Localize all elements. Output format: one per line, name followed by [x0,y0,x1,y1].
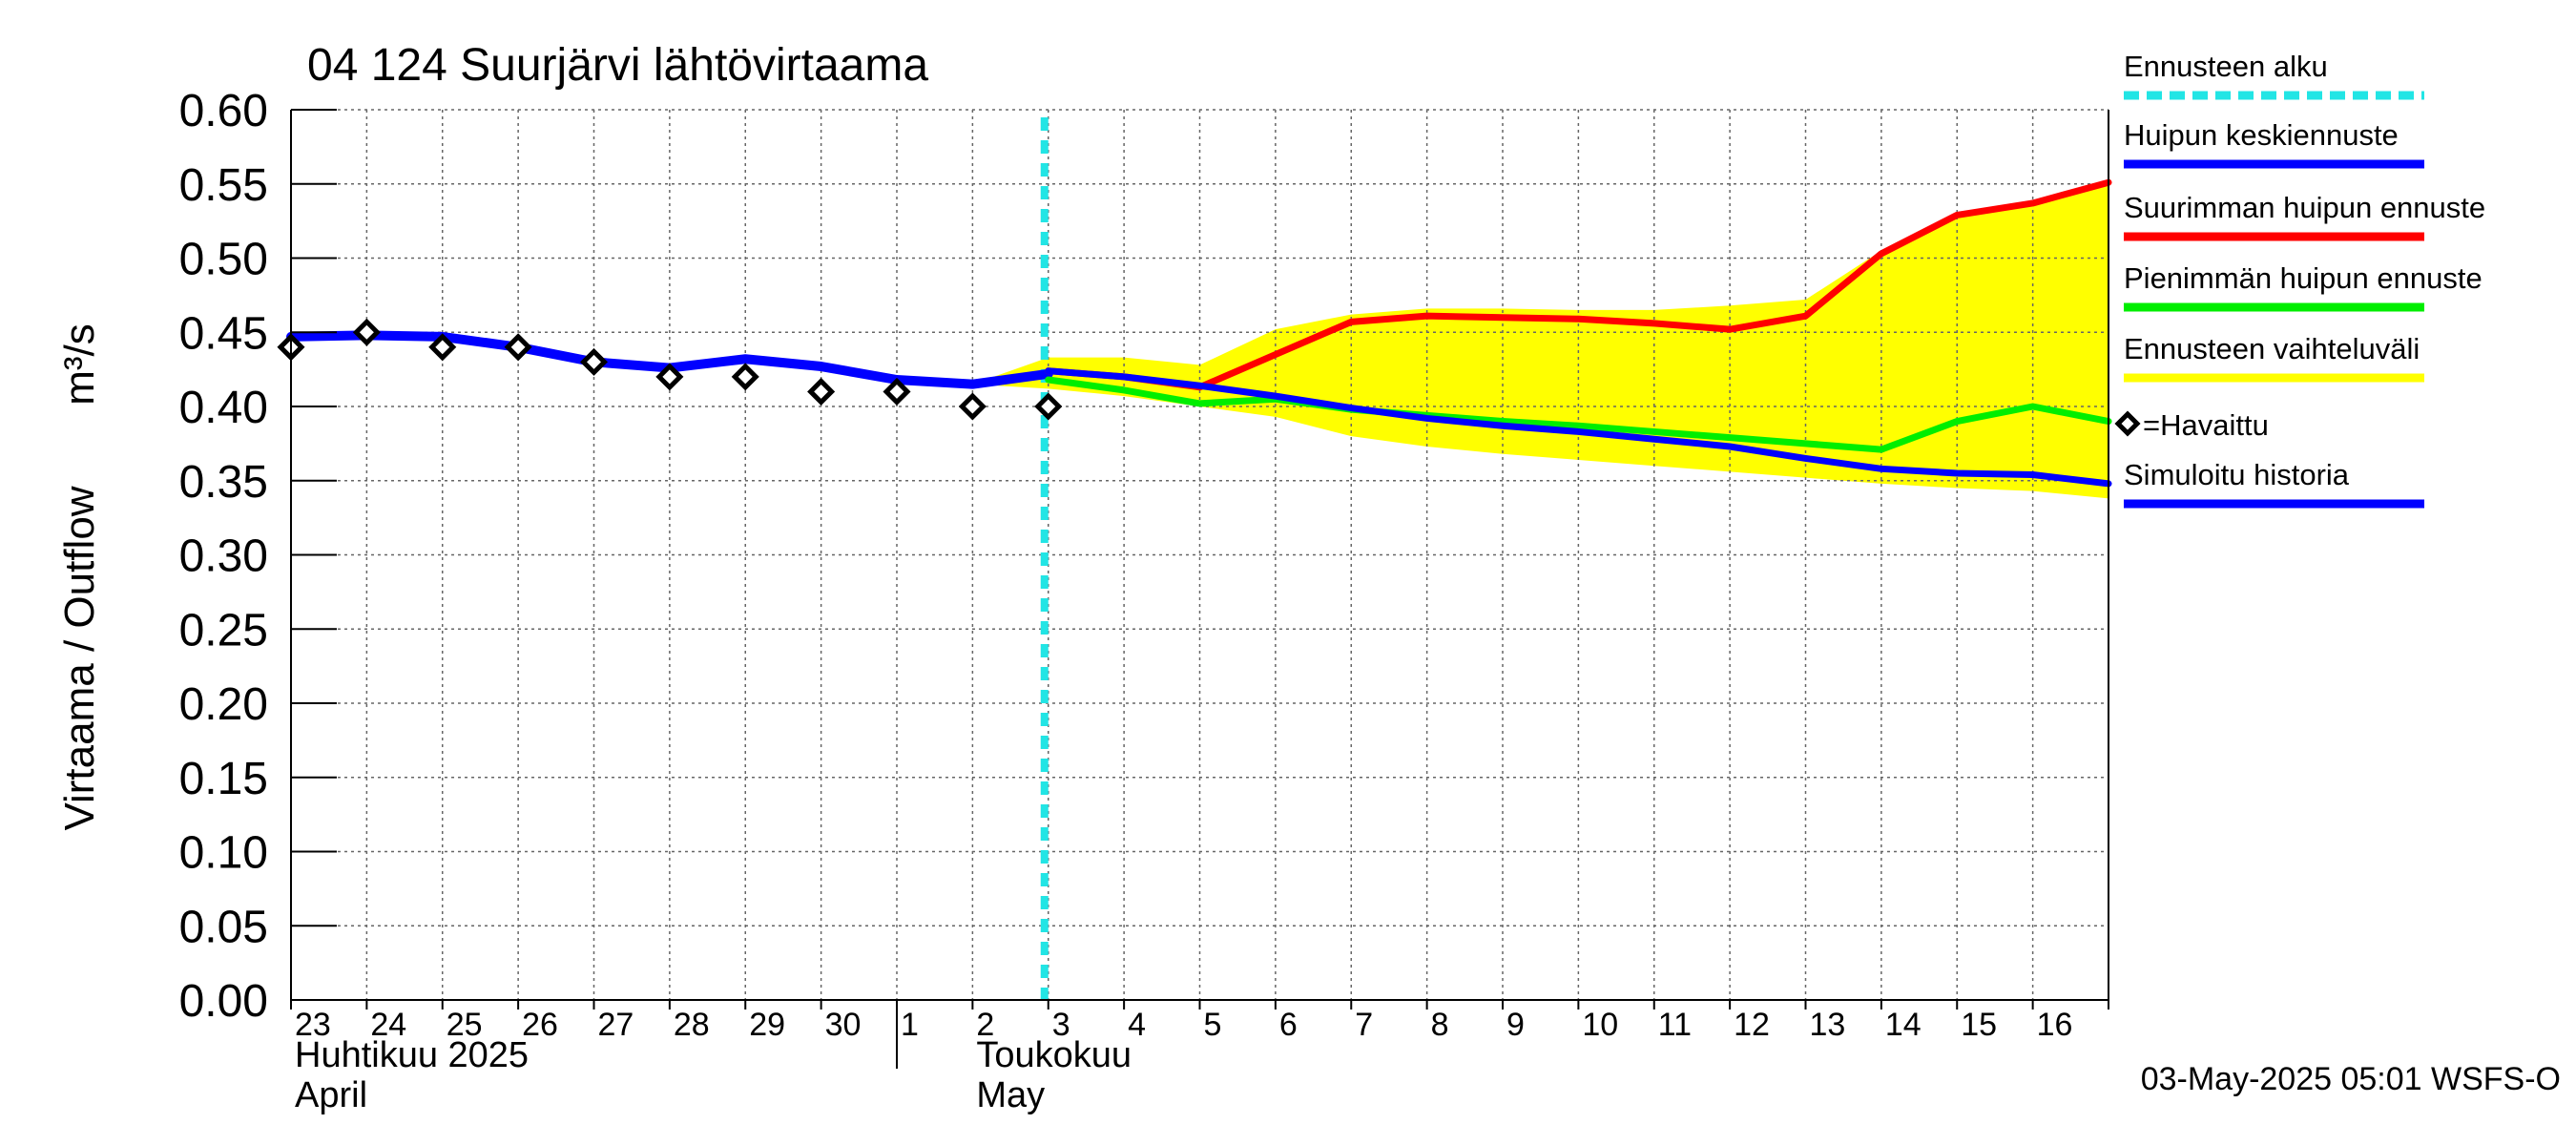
x-day-label: 30 [825,1007,862,1043]
y-tick-label: 0.25 [179,605,268,656]
series-line-3 [1045,367,2112,488]
x-day-label: 8 [1431,1007,1449,1043]
forecast-range-band [972,180,2109,499]
x-day-label: 26 [522,1007,558,1043]
x-day-label: 13 [1810,1007,1846,1043]
y-axis-unit: m³/s [56,323,103,406]
y-tick-label: 0.60 [179,86,268,136]
y-tick-label: 0.45 [179,308,268,359]
month-label: Toukokuu [976,1035,1132,1075]
observed-point [428,333,457,362]
legend-observed-marker [2114,410,2141,437]
month-label-english: May [976,1075,1045,1115]
axes: 0.00 0.05 0.10 0.15 0.20 0.25 0.30 0.35 0.40 0.45… [179,86,2109,1115]
y-tick-label: 0.15 [179,754,268,804]
grid [291,109,2109,1001]
x-day-label: 12 [1734,1007,1770,1043]
x-day-label: 15 [1961,1007,1997,1043]
observed-point [1034,392,1063,421]
x-day-label: 6 [1279,1007,1298,1043]
y-tick-label: 0.55 [179,160,268,211]
legend-label: Huipun keskiennuste [2124,118,2399,152]
x-day-label: 28 [674,1007,710,1043]
observed-point [579,347,609,376]
legend-label: Ennusteen alku [2124,50,2328,83]
legend-label: Ennusteen vaihteluväli [2124,332,2420,365]
x-day-label: 27 [598,1007,634,1043]
x-day-label: 1 [901,1007,919,1043]
y-tick-label: 0.35 [179,457,268,508]
x-day-label: 10 [1582,1007,1618,1043]
y-tick-label: 0.00 [179,976,268,1027]
x-day-label: 4 [1128,1007,1146,1043]
month-label: Huhtikuu 2025 [295,1035,529,1075]
observed-point [807,377,836,406]
month-label-english: April [295,1075,367,1115]
observed-point [731,363,759,391]
legend-label: Simuloitu historia [2124,458,2350,491]
series-line-2 [1045,178,2112,391]
series-line-1 [1045,376,2112,453]
x-day-label: 14 [1885,1007,1922,1043]
observed-point [958,392,987,421]
observed-markers [277,318,1063,421]
x-day-label: 29 [749,1007,785,1043]
x-day-label: 25 [447,1007,483,1043]
forecast-band-area [972,180,2109,499]
x-day-label: 2 [976,1007,994,1043]
observed-point [352,318,381,346]
y-tick-label: 0.30 [179,531,268,582]
x-day-label: 11 [1658,1007,1692,1043]
observed-point [655,363,684,391]
x-day-label: 5 [1204,1007,1222,1043]
legend: Ennusteen alku Huipun keskiennuste Suurimm… [2114,50,2485,509]
legend-label: Pienimmän huipun ennuste [2124,261,2483,295]
y-tick-label: 0.20 [179,679,268,730]
x-day-label: 23 [295,1007,331,1043]
y-tick-label: 0.40 [179,383,268,433]
x-day-label: 9 [1506,1007,1525,1043]
chart-title: 04 124 Suurjärvi lähtövirtaama [307,40,928,91]
observed-point [883,377,911,406]
footer-timestamp: 03-May-2025 05:01 WSFS-O [2141,1061,2561,1097]
y-tick-label: 0.50 [179,235,268,285]
legend-label: =Havaittu [2143,408,2269,442]
y-tick-label: 0.05 [179,902,268,952]
y-axis-label: Virtaama / Outflow [56,486,103,830]
x-day-label: 3 [1052,1007,1070,1043]
legend-label: Suurimman huipun ennuste [2124,191,2485,224]
observed-point [504,333,532,362]
x-day-label: 24 [370,1007,406,1043]
x-day-label: 7 [1355,1007,1373,1043]
x-day-label: 16 [2037,1007,2073,1043]
y-tick-label: 0.10 [179,828,268,879]
